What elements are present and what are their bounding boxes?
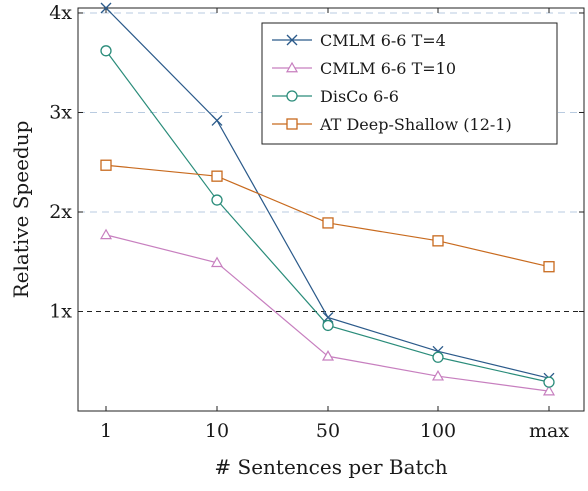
data-point xyxy=(100,45,112,57)
data-point xyxy=(211,170,223,182)
legend-entry: DisCo 6-6 xyxy=(272,87,399,106)
y-tick-label: 4x xyxy=(49,2,72,24)
tick-labels: 1x 2x 3x 4x 1 10 50 100 max xyxy=(49,2,569,442)
legend-marker xyxy=(286,90,298,102)
legend-label: AT Deep-Shallow (12-1) xyxy=(319,115,512,134)
legend-marker xyxy=(286,34,298,46)
x-axis-label: # Sentences per Batch xyxy=(214,455,447,479)
legend: CMLM 6-6 T=4 CMLM 6-6 T=10 DisCo 6-6 AT Dee… xyxy=(261,22,558,145)
x-tick-label: 10 xyxy=(205,420,229,442)
legend-entry: CMLM 6-6 T=10 xyxy=(272,59,456,78)
data-point xyxy=(432,351,444,363)
x-marker-stroke xyxy=(100,2,112,14)
y-tick-label: 1x xyxy=(49,300,72,322)
legend-label: CMLM 6-6 T=10 xyxy=(320,59,456,78)
data-point xyxy=(432,235,444,247)
legend-entry: CMLM 6-6 T=4 xyxy=(272,31,446,50)
x-tick-label: 50 xyxy=(316,420,340,442)
x-tick-label: 100 xyxy=(420,420,456,442)
y-tick-label: 3x xyxy=(49,101,72,123)
x-marker-stroke xyxy=(211,114,223,126)
data-point xyxy=(321,350,335,361)
x-tick-label: max xyxy=(529,420,569,442)
data-point xyxy=(210,256,224,268)
data-point xyxy=(99,228,113,240)
series-4 xyxy=(100,159,555,273)
legend-marker xyxy=(285,61,299,73)
x-tick-label: 1 xyxy=(100,420,112,442)
data-point xyxy=(100,159,112,171)
x-marker-stroke xyxy=(286,34,298,46)
data-point xyxy=(322,319,334,332)
y-axis-label: Relative Speedup xyxy=(9,121,33,299)
data-point xyxy=(542,384,556,396)
legend-entry: AT Deep-Shallow (12-1) xyxy=(272,115,512,134)
data-point xyxy=(211,114,223,126)
axes xyxy=(77,7,585,412)
y-tick-label: 2x xyxy=(49,201,72,223)
plot-frame xyxy=(77,7,585,412)
legend-label: DisCo 6-6 xyxy=(320,87,399,106)
series-2 xyxy=(99,228,556,396)
legend-label: CMLM 6-6 T=4 xyxy=(320,31,446,50)
series-lines xyxy=(99,2,556,396)
data-point xyxy=(543,376,555,388)
data-point xyxy=(322,217,334,229)
data-point xyxy=(100,2,112,14)
data-point xyxy=(211,194,223,206)
data-point xyxy=(431,369,445,381)
data-point xyxy=(543,261,555,273)
series-3 xyxy=(100,45,555,388)
legend-marker xyxy=(286,118,298,130)
